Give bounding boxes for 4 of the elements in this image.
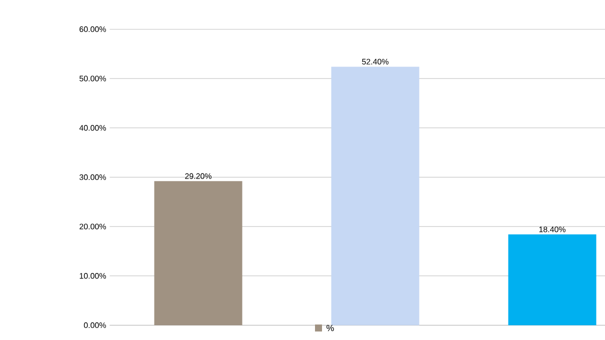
bar (508, 234, 596, 326)
legend-label: % (326, 324, 334, 332)
bar (331, 66, 420, 326)
bar (154, 181, 242, 326)
